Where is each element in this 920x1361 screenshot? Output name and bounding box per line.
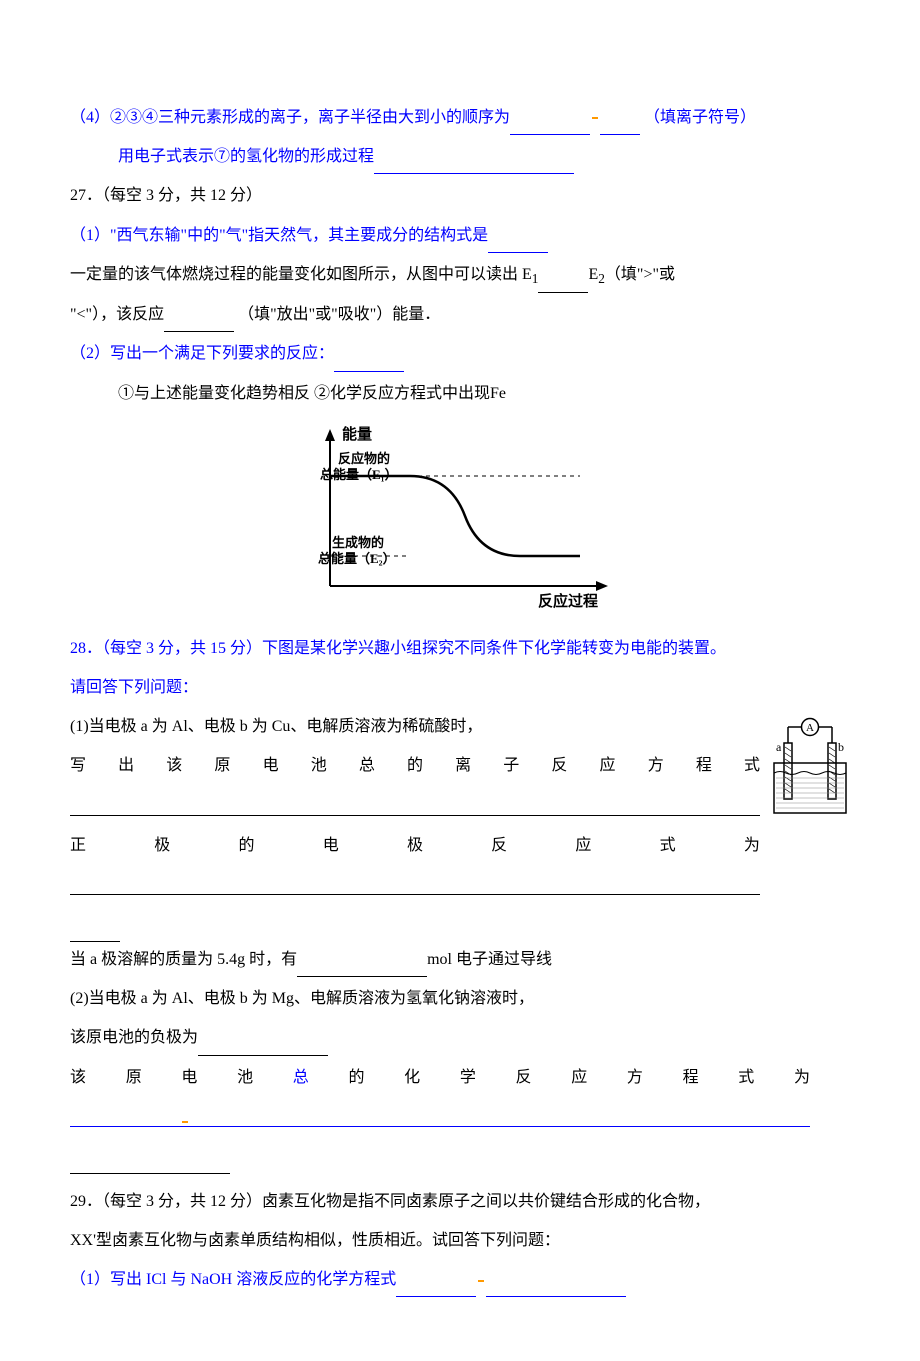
accent-dot <box>592 117 598 119</box>
q28-p6: 该原电池的负极为 <box>70 1029 198 1046</box>
q27-p3-line: "<"），该反应 （填"放出"或"吸收"）能量． <box>70 297 850 332</box>
q26-part4-line1: （4）②③④三种元素形成的离子，离子半径由大到小的顺序为 （填离子符号） <box>70 100 850 135</box>
q27-p2a: 一定量的该气体燃烧过程的能量变化如图所示，从图中可以读出 E <box>70 266 532 283</box>
blank-line <box>70 796 760 816</box>
q27-p4-line: （2）写出一个满足下列要求的反应： <box>70 336 850 371</box>
q28-p3-row: 正极的电极反应式为 <box>70 828 760 863</box>
short-blank <box>70 907 850 942</box>
q28-header-b: 请回答下列问题： <box>70 670 850 705</box>
q27-p2-line: 一定量的该气体燃烧过程的能量变化如图所示，从图中可以读出 E1 E2（填">"或 <box>70 257 850 294</box>
accent-dot <box>478 1280 484 1282</box>
blank <box>600 117 640 135</box>
svg-text:b: b <box>838 740 844 754</box>
q28-p5: (2)当电极 a 为 Al、电极 b 为 Mg、电解质溶液为氢氧化钠溶液时， <box>70 981 850 1016</box>
blank <box>164 314 234 332</box>
chart-ylabel: 能量 <box>342 425 372 443</box>
q28-p2-row: 写出该原电池总的离子反应方程式 <box>70 748 760 783</box>
cell-diagram: A a b <box>770 713 850 836</box>
blank-line <box>70 875 760 895</box>
blank <box>396 1279 476 1297</box>
blank <box>374 156 574 174</box>
q28-p4a: 当 a 极溶解的质量为 5.4g 时，有 <box>70 951 297 968</box>
q26-part4-text-a: （4）②③④三种元素形成的离子，离子半径由大到小的顺序为 <box>70 109 510 126</box>
q29-p1-line: （1）写出 ICl 与 NaOH 溶液反应的化学方程式 <box>70 1262 850 1297</box>
q27-p4: （2）写出一个满足下列要求的反应： <box>70 345 334 362</box>
chart-top-l1: 反应物的 <box>338 451 390 466</box>
accent-dot <box>182 1121 188 1123</box>
chart-top-l2: 总能量（E₁） <box>320 467 398 482</box>
q28-p1: (1)当电极 a 为 Al、电极 b 为 Cu、电解质溶液为稀硫酸时， <box>70 709 850 744</box>
blank <box>334 354 404 372</box>
q27-p3a: "<"），该反应 <box>70 306 164 323</box>
q26-part4-text-b: 用电子式表示⑦的氢化物的形成过程 <box>118 148 374 165</box>
svg-text:a: a <box>776 740 782 754</box>
blank-line-blue <box>70 1107 810 1127</box>
q29-sub: XX'型卤素互化物与卤素单质结构相似，性质相近。试回答下列问题： <box>70 1223 850 1258</box>
blank <box>486 1279 626 1297</box>
short-blank-2 <box>70 1139 850 1174</box>
q27-header: 27．（每空 3 分，共 12 分） <box>70 178 850 213</box>
q27-p5: ①与上述能量变化趋势相反 ②化学反应方程式中出现Fe <box>70 376 850 411</box>
chart-xlabel: 反应过程 <box>538 592 598 610</box>
blank <box>297 959 427 977</box>
q27-p2b: E <box>588 266 598 283</box>
q27-p3b: （填"放出"或"吸收"）能量． <box>238 306 440 323</box>
sub2: 2 <box>598 271 605 286</box>
blank <box>488 235 548 253</box>
blank <box>538 275 588 293</box>
q26-part4-tail: （填离子符号） <box>644 109 756 126</box>
q27-p1-line: （1）"西气东输"中的"气"指天然气，其主要成分的结构式是 <box>70 218 850 253</box>
q28-p4-line: 当 a 极溶解的质量为 5.4g 时，有 mol 电子通过导线 <box>70 942 850 977</box>
chart-bot-l1: 生成物的 <box>332 535 384 550</box>
blank <box>198 1038 328 1056</box>
q28-header-a: 28．（每空 3 分，共 15 分）下图是某化学兴趣小组探究不同条件下化学能转变… <box>70 631 850 666</box>
q27-p1: （1）"西气东输"中的"气"指天然气，其主要成分的结构式是 <box>70 227 488 244</box>
q28-p4b: mol 电子通过导线 <box>427 951 552 968</box>
q29-p1: （1）写出 ICl 与 NaOH 溶液反应的化学方程式 <box>70 1271 396 1288</box>
q27-p2c: （填">"或 <box>605 266 675 283</box>
chart-bot-l2: 总能量（E₂） <box>318 551 396 566</box>
q28-p7-row: 该原电池总的化学反应方程式为 <box>70 1060 810 1095</box>
q26-part4-line2: 用电子式表示⑦的氢化物的形成过程 <box>70 139 850 174</box>
q29-header: 29．（每空 3 分，共 12 分）卤素互化物是指不同卤素原子之间以共价键结合形… <box>70 1184 850 1219</box>
svg-text:A: A <box>806 722 814 734</box>
q28-body: A a b <box>70 709 850 942</box>
q28-p6-line: 该原电池的负极为 <box>70 1020 850 1055</box>
blank <box>510 117 590 135</box>
energy-chart: 能量 反应物的 总能量（E₁） 生成物的 总能量（E₂） 反应过程 <box>70 421 850 611</box>
sub1: 1 <box>532 271 539 286</box>
